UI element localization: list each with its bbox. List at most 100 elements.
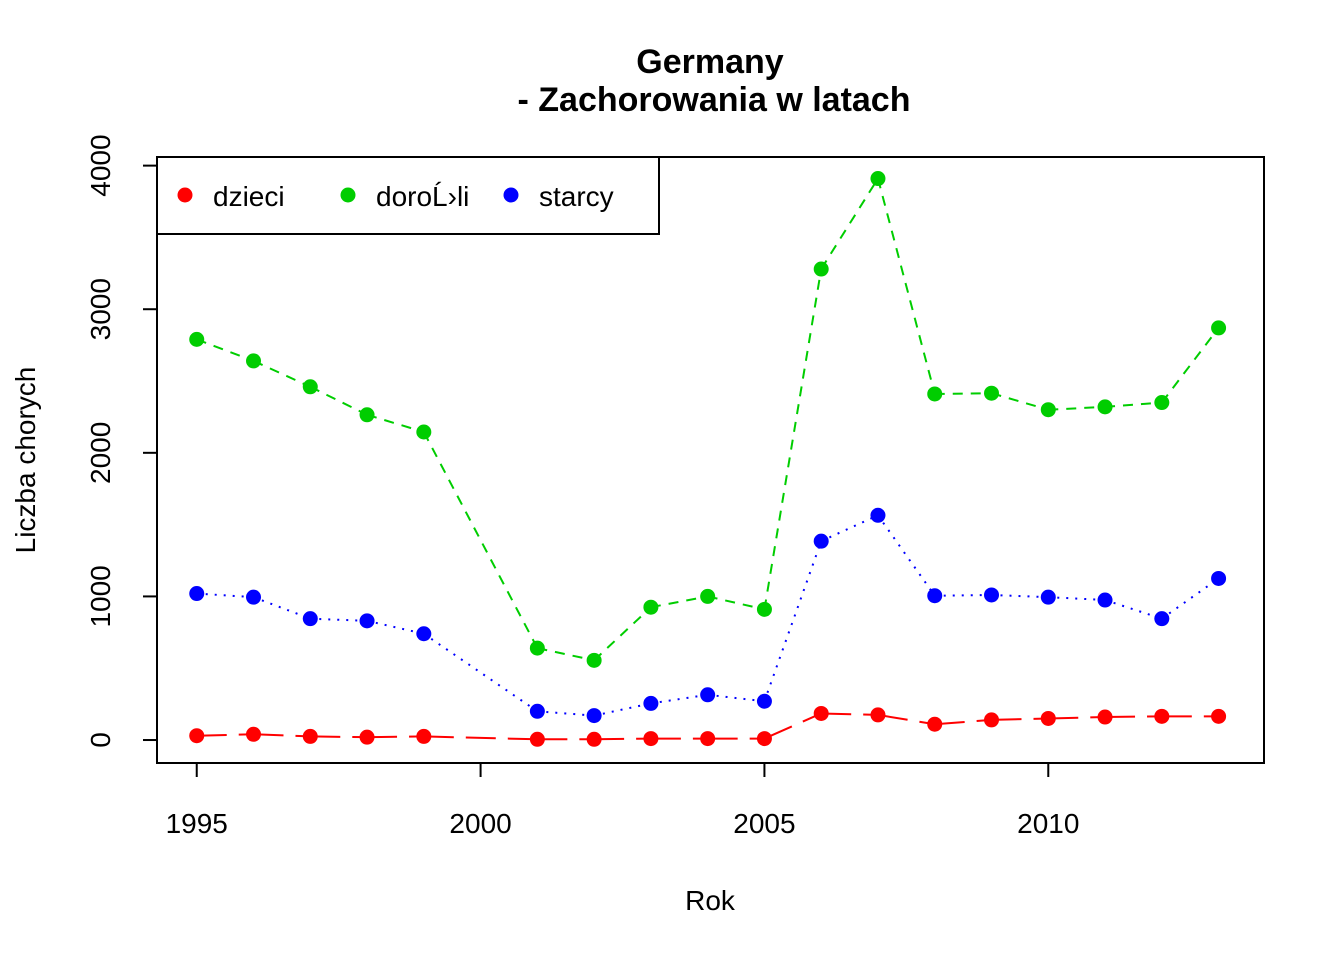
- series-line-segment: [820, 514, 879, 543]
- data-point: [586, 652, 602, 668]
- data-point: [529, 640, 545, 656]
- data-point: [813, 705, 829, 721]
- data-point: [302, 611, 318, 627]
- series-line-segment: [1161, 577, 1220, 620]
- legend-label: dzieci: [213, 181, 285, 212]
- series-line-segment: [423, 735, 538, 741]
- data-point: [302, 728, 318, 744]
- series-line-segment: [707, 595, 765, 611]
- series-line-segment: [934, 718, 992, 726]
- data-point: [246, 589, 262, 605]
- y-tick-label: 1000: [85, 565, 116, 627]
- data-point: [1154, 395, 1170, 411]
- series-doroĹ›li: [189, 171, 1227, 668]
- data-point: [189, 331, 205, 347]
- series-starcy: [189, 507, 1227, 724]
- series-line-segment: [1161, 327, 1220, 404]
- data-point: [700, 687, 716, 703]
- series-line-segment: [366, 619, 425, 635]
- data-point: [927, 386, 943, 402]
- data-point: [756, 693, 772, 709]
- data-point: [813, 261, 829, 277]
- x-tick-label: 2005: [733, 808, 795, 839]
- legend-label: starcy: [539, 181, 614, 212]
- data-point: [302, 379, 318, 395]
- x-tick-label: 1995: [166, 808, 228, 839]
- series-line-segment: [934, 593, 992, 597]
- series-line-segment: [253, 596, 311, 620]
- series-dzieci: [189, 705, 1227, 747]
- series-line-segment: [934, 392, 992, 395]
- data-point: [1040, 402, 1056, 418]
- series-line-segment: [1048, 716, 1106, 720]
- data-point: [813, 533, 829, 549]
- series-line-segment: [764, 712, 822, 740]
- series-line-segment: [310, 735, 368, 739]
- data-point: [870, 507, 886, 523]
- data-point: [643, 695, 659, 711]
- data-point: [1154, 708, 1170, 724]
- data-point: [586, 731, 602, 747]
- series-line-segment: [196, 733, 254, 737]
- series-line-segment: [423, 632, 538, 713]
- legend-marker: [177, 187, 193, 203]
- data-point: [359, 613, 375, 629]
- data-point: [359, 407, 375, 423]
- series-line-segment: [537, 647, 595, 662]
- data-point: [416, 424, 432, 440]
- data-point: [1211, 320, 1227, 336]
- x-tick-label: 2000: [449, 808, 511, 839]
- legend: dzieci doroĹ›li starcy: [156, 156, 660, 235]
- data-point: [984, 385, 1000, 401]
- data-point: [700, 588, 716, 604]
- data-point: [246, 726, 262, 742]
- series-line-segment: [877, 713, 935, 726]
- data-point: [756, 731, 772, 747]
- series-line-segment: [877, 514, 936, 597]
- series-line-segment: [650, 693, 708, 705]
- legend-marker: [503, 187, 519, 203]
- series-line-segment: [593, 606, 652, 662]
- series-line-segment: [1104, 401, 1162, 408]
- data-point: [984, 712, 1000, 728]
- data-point: [586, 708, 602, 724]
- series-line-segment: [1105, 715, 1162, 719]
- series-line-segment: [422, 431, 539, 649]
- x-tick-label: 2010: [1017, 808, 1079, 839]
- series-line-segment: [366, 413, 425, 433]
- series-layer: [189, 171, 1227, 747]
- data-point: [1097, 592, 1113, 608]
- series-line-segment: [1048, 405, 1106, 411]
- data-point: [1040, 710, 1056, 726]
- x-axis-label: Rok: [685, 885, 736, 916]
- data-point: [927, 716, 943, 732]
- series-line-segment: [763, 540, 823, 702]
- data-point: [870, 707, 886, 723]
- series-line-segment: [991, 392, 1049, 411]
- legend-label: doroĹ›li: [376, 181, 469, 212]
- data-point: [700, 731, 716, 747]
- series-line-segment: [707, 693, 765, 703]
- data-point: [529, 703, 545, 719]
- data-point: [189, 586, 205, 602]
- data-point: [756, 601, 772, 617]
- data-point: [1154, 611, 1170, 627]
- y-axis-label: Liczba chorych: [10, 367, 41, 554]
- series-line-segment: [763, 268, 823, 610]
- data-point: [1040, 589, 1056, 605]
- series-line-segment: [253, 360, 311, 388]
- data-point: [359, 729, 375, 745]
- series-line-segment: [594, 737, 651, 741]
- y-tick-label: 4000: [85, 134, 116, 196]
- series-line-segment: [309, 385, 368, 416]
- data-point: [1211, 708, 1227, 724]
- series-line-segment: [537, 710, 595, 717]
- chart-title-line-1: Germany: [636, 43, 783, 81]
- series-line-segment: [821, 712, 878, 716]
- series-line-segment: [820, 178, 879, 270]
- data-point: [416, 728, 432, 744]
- data-point: [643, 599, 659, 615]
- y-tick-label: 2000: [85, 422, 116, 484]
- data-point: [529, 731, 545, 747]
